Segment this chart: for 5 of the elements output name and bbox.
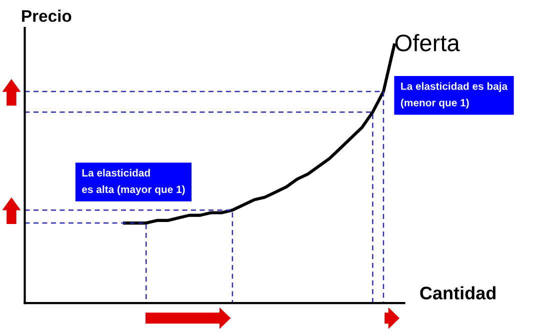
text: La elasticidad es baja (menor que 1) xyxy=(400,82,508,108)
x-axis-title: Cantidad xyxy=(420,286,496,300)
y-axis-title: Precio xyxy=(22,10,72,22)
annotation: La elasticidad es alta (mayor que 1) xyxy=(82,168,185,196)
series-label: Oferta xyxy=(395,34,460,52)
